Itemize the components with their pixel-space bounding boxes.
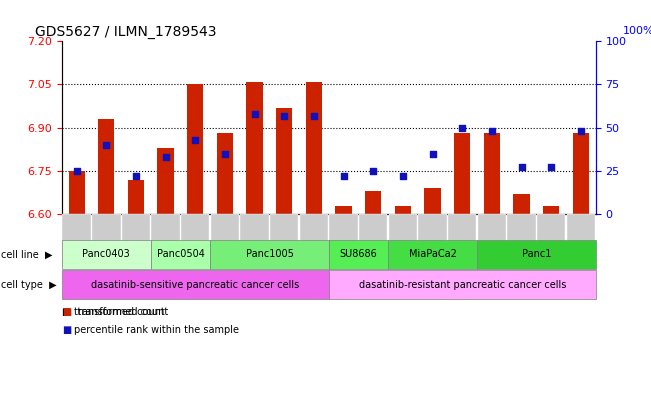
Bar	[306, 82, 322, 214]
Bar	[454, 134, 471, 214]
Point	[160, 154, 171, 160]
Bar	[217, 134, 233, 214]
Point	[190, 137, 201, 143]
Text: ■  transformed count: ■ transformed count	[62, 307, 168, 317]
Text: Panc1: Panc1	[521, 250, 551, 259]
Point	[309, 112, 319, 119]
Bar	[68, 171, 85, 214]
Point	[220, 151, 230, 157]
Bar	[573, 134, 589, 214]
Text: dasatinib-resistant pancreatic cancer cells: dasatinib-resistant pancreatic cancer ce…	[359, 280, 566, 290]
Point	[339, 173, 349, 179]
Bar	[543, 206, 559, 214]
Text: 100%: 100%	[622, 26, 651, 36]
Point	[249, 111, 260, 117]
Bar	[276, 108, 292, 214]
Bar	[128, 180, 144, 214]
Point	[131, 173, 141, 179]
Text: cell line  ▶: cell line ▶	[1, 250, 53, 259]
Point	[279, 112, 290, 119]
Bar	[335, 206, 352, 214]
Text: transformed count: transformed count	[74, 307, 164, 317]
Bar	[395, 206, 411, 214]
Bar	[98, 119, 115, 214]
Text: ■: ■	[62, 307, 71, 317]
Text: Panc0403: Panc0403	[83, 250, 130, 259]
Text: Panc1005: Panc1005	[245, 250, 294, 259]
Point	[368, 168, 378, 174]
Text: SU8686: SU8686	[340, 250, 378, 259]
Text: percentile rank within the sample: percentile rank within the sample	[74, 325, 238, 335]
Text: GDS5627 / ILMN_1789543: GDS5627 / ILMN_1789543	[35, 25, 217, 39]
Point	[516, 164, 527, 171]
Point	[487, 128, 497, 134]
Bar	[424, 188, 441, 214]
Text: Panc0504: Panc0504	[156, 250, 204, 259]
Bar	[247, 82, 263, 214]
Text: ■: ■	[62, 325, 71, 335]
Bar	[484, 134, 500, 214]
Point	[546, 164, 557, 171]
Point	[427, 151, 437, 157]
Bar	[187, 84, 204, 214]
Text: MiaPaCa2: MiaPaCa2	[409, 250, 456, 259]
Bar	[365, 191, 381, 214]
Text: cell type  ▶: cell type ▶	[1, 280, 57, 290]
Text: dasatinib-sensitive pancreatic cancer cells: dasatinib-sensitive pancreatic cancer ce…	[91, 280, 299, 290]
Bar	[514, 194, 530, 214]
Point	[398, 173, 408, 179]
Point	[72, 168, 82, 174]
Point	[575, 128, 586, 134]
Bar	[158, 148, 174, 214]
Point	[101, 142, 111, 148]
Point	[457, 125, 467, 131]
